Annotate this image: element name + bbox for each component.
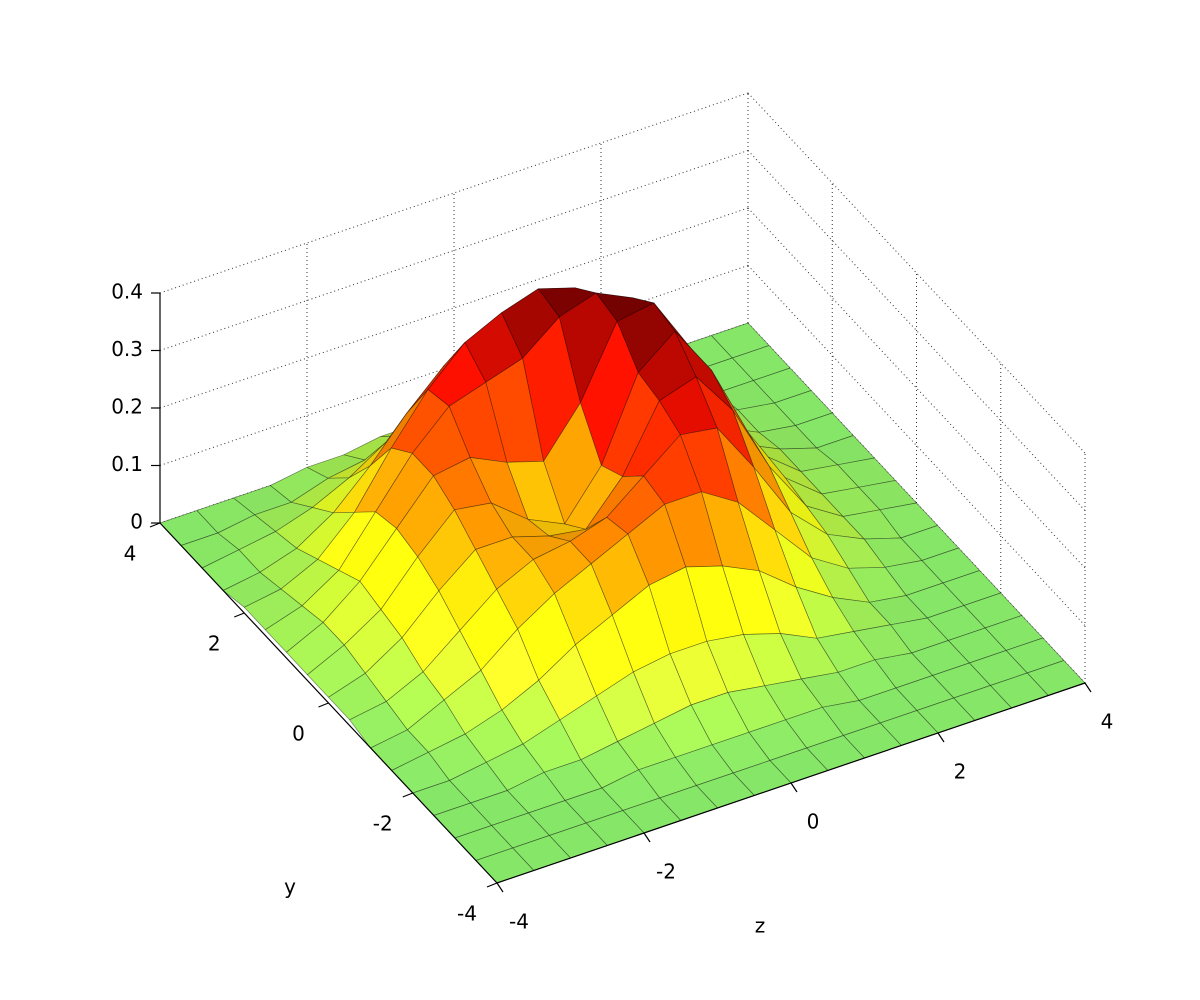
surface-patch: [280, 558, 340, 607]
y-tick: [486, 882, 498, 888]
surface-patch: [653, 302, 713, 371]
x-tick-label: 2: [954, 760, 967, 784]
z-tick-label: 0.3: [111, 337, 143, 361]
y-tick: [149, 522, 161, 528]
surface-patch: [632, 653, 692, 724]
z-tick-label: 0.4: [111, 280, 143, 304]
surface-patch: [490, 502, 550, 538]
y-tick-label: 0: [292, 722, 305, 746]
x-tick: [1084, 682, 1092, 693]
x-tick: [643, 832, 651, 843]
y-axis-label: y: [284, 875, 296, 899]
y-tick: [318, 702, 329, 708]
z-tick-label: 0.2: [111, 395, 143, 419]
x-tick: [937, 732, 945, 743]
x-tick: [790, 782, 798, 793]
surface-patch: [443, 669, 503, 735]
z-tick-label: 0: [130, 510, 143, 534]
surface-patch: [328, 672, 387, 721]
surface-patch: [217, 514, 276, 551]
surface-patch: [354, 447, 413, 513]
x-tick-label: 0: [807, 810, 820, 834]
surface-patch: [496, 559, 555, 630]
surface-patch: [222, 571, 282, 608]
x-tick-label: -4: [509, 910, 529, 934]
y-tick-label: 4: [124, 542, 137, 566]
surface-patch: [627, 503, 687, 586]
x-tick-label: -2: [656, 860, 676, 884]
x-tick-label: 4: [1101, 710, 1114, 734]
surface-patch: [333, 447, 392, 514]
x-axis-label: z: [755, 914, 766, 938]
surface-patch: [275, 507, 334, 549]
y-tick-label: -2: [373, 812, 393, 836]
z-tick-label: 0.1: [111, 452, 143, 476]
surface-patch: [401, 590, 461, 673]
y-tick: [234, 612, 245, 618]
surface-patch: [348, 412, 408, 479]
y-tick: [402, 792, 413, 798]
surface-patch: [722, 565, 781, 635]
surface-patch: [643, 434, 702, 505]
surface-patch: [406, 342, 466, 414]
y-tick-label: 2: [208, 632, 221, 656]
surface-patch: [349, 701, 408, 749]
y-tick-label: -4: [457, 902, 477, 926]
x-tick: [496, 882, 504, 893]
